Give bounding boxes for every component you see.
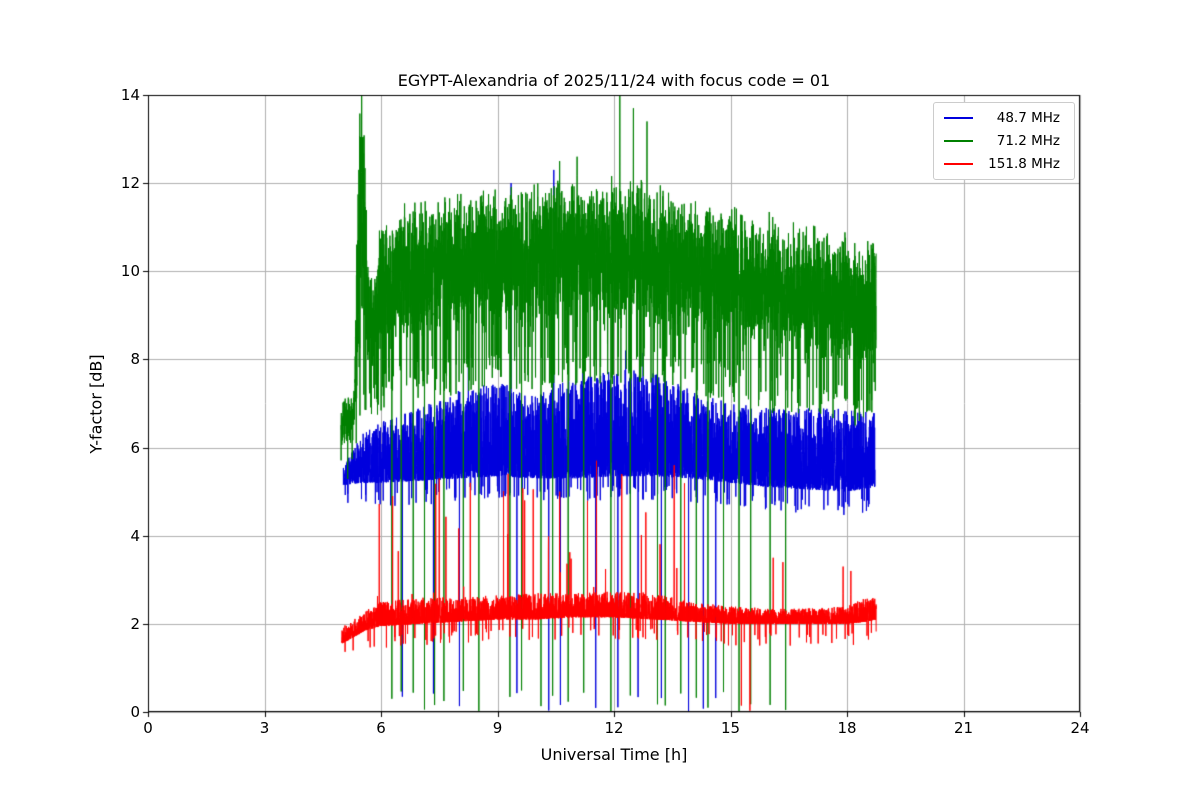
legend-entry: 71.2 MHz	[944, 133, 1064, 149]
x-tick-label: 18	[837, 719, 857, 737]
x-tick-label: 21	[953, 719, 974, 737]
x-tick-label: 9	[492, 719, 503, 737]
legend: 48.7 MHz 71.2 MHz 151.8 MHz	[933, 102, 1075, 180]
legend-label: 71.2 MHz	[996, 133, 1060, 149]
x-tick-label: 6	[376, 719, 386, 737]
x-tick-label: 3	[259, 719, 270, 737]
y-tick-label: 10	[120, 262, 140, 281]
y-tick-label: 12	[120, 174, 140, 193]
y-tick-label: 14	[120, 86, 140, 104]
legend-entry: 151.8 MHz	[944, 156, 1064, 172]
y-tick-label: 0	[130, 703, 140, 721]
chart-title: EGYPT-Alexandria of 2025/11/24 with focu…	[397, 71, 831, 90]
legend-line-swatch	[944, 163, 973, 165]
y-tick-label: 4	[130, 526, 140, 545]
x-axis-label: Universal Time [h]	[540, 745, 688, 764]
legend-entry: 48.7 MHz	[944, 110, 1064, 126]
y-tick-label: 2	[130, 614, 140, 633]
legend-label: 151.8 MHz	[988, 156, 1060, 172]
legend-line-swatch	[944, 117, 973, 119]
x-tick-label: 24	[1070, 719, 1090, 737]
x-tick-label: 0	[143, 719, 153, 737]
legend-label: 48.7 MHz	[996, 110, 1060, 126]
legend-line-swatch	[944, 140, 973, 142]
x-tick-label: 15	[720, 719, 741, 737]
y-tick-label: 6	[130, 438, 140, 457]
x-tick-label: 12	[604, 719, 624, 737]
y-tick-label: 8	[130, 350, 140, 369]
